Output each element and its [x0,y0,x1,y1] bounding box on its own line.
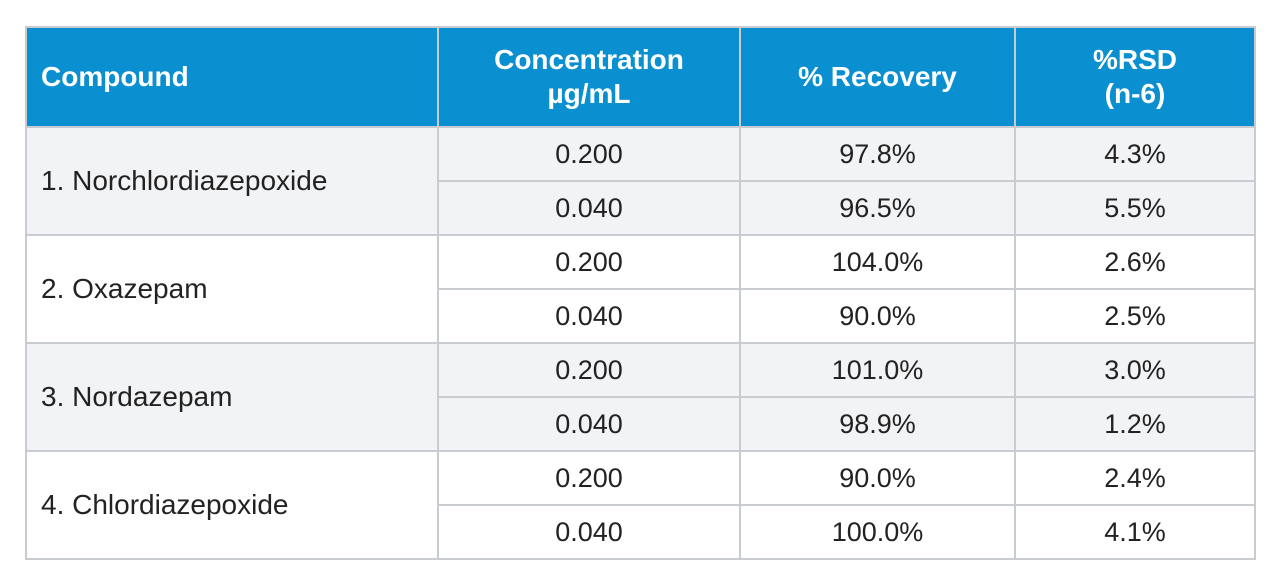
table-row: 4. Chlordiazepoxide 0.200 90.0% 2.4% [25,450,1256,560]
recovery-cell: 90.0% [739,288,1016,344]
rsd-cell: 2.5% [1014,288,1256,344]
header-concentration: Concentration µg/mL [437,26,741,128]
concentration-cell: 0.040 [437,288,741,344]
recovery-cell: 96.5% [739,180,1016,236]
concentration-cell: 0.040 [437,396,741,452]
header-concentration-line1: Concentration [494,44,684,75]
table-row: 2. Oxazepam 0.200 104.0% 2.6% [25,234,1256,344]
header-concentration-line2: µg/mL [547,78,631,109]
rsd-cell: 4.1% [1014,504,1256,560]
rsd-cell: 5.5% [1014,180,1256,236]
compound-cell: 2. Oxazepam [25,234,439,344]
header-rsd: %RSD (n-6) [1014,26,1256,128]
concentration-cell: 0.200 [437,126,741,182]
recovery-cell: 97.8% [739,126,1016,182]
table-body: 1. Norchlordiazepoxide 0.200 97.8% 4.3% … [25,126,1256,560]
concentration-cell: 0.200 [437,342,741,398]
table-row: 0.040 100.0% 4.1% [26,504,1256,560]
header-recovery: % Recovery [739,26,1016,128]
rsd-cell: 2.6% [1014,234,1256,290]
compound-cell: 3. Nordazepam [25,342,439,452]
table-row: 0.040 98.9% 1.2% [26,396,1256,452]
rsd-cell: 4.3% [1014,126,1256,182]
recovery-cell: 98.9% [739,396,1016,452]
concentration-cell: 0.040 [437,180,741,236]
compound-cell: 1. Norchlordiazepoxide [25,126,439,236]
header-rsd-line1: %RSD [1092,44,1177,75]
recovery-cell: 104.0% [739,234,1016,290]
header-compound: Compound [25,26,439,128]
recovery-cell: 101.0% [739,342,1016,398]
table-row: 0.040 90.0% 2.5% [26,288,1256,344]
header-row: Compound Concentration µg/mL % Recovery … [25,26,1256,128]
concentration-cell: 0.040 [437,504,741,560]
table-row: 3. Nordazepam 0.200 101.0% 3.0% [25,342,1256,452]
rsd-cell: 2.4% [1014,450,1256,506]
concentration-cell: 0.200 [437,234,741,290]
header-rsd-line2: (n-6) [1104,78,1166,109]
table-row: 0.040 96.5% 5.5% [26,180,1256,236]
rsd-cell: 3.0% [1014,342,1256,398]
concentration-cell: 0.200 [437,450,741,506]
compound-cell: 4. Chlordiazepoxide [25,450,439,560]
rsd-cell: 1.2% [1014,396,1256,452]
recovery-table: Compound Concentration µg/mL % Recovery … [25,26,1256,560]
table-header: Compound Concentration µg/mL % Recovery … [25,26,1256,128]
recovery-cell: 90.0% [739,450,1016,506]
recovery-cell: 100.0% [739,504,1016,560]
table-row: 1. Norchlordiazepoxide 0.200 97.8% 4.3% [25,126,1256,236]
